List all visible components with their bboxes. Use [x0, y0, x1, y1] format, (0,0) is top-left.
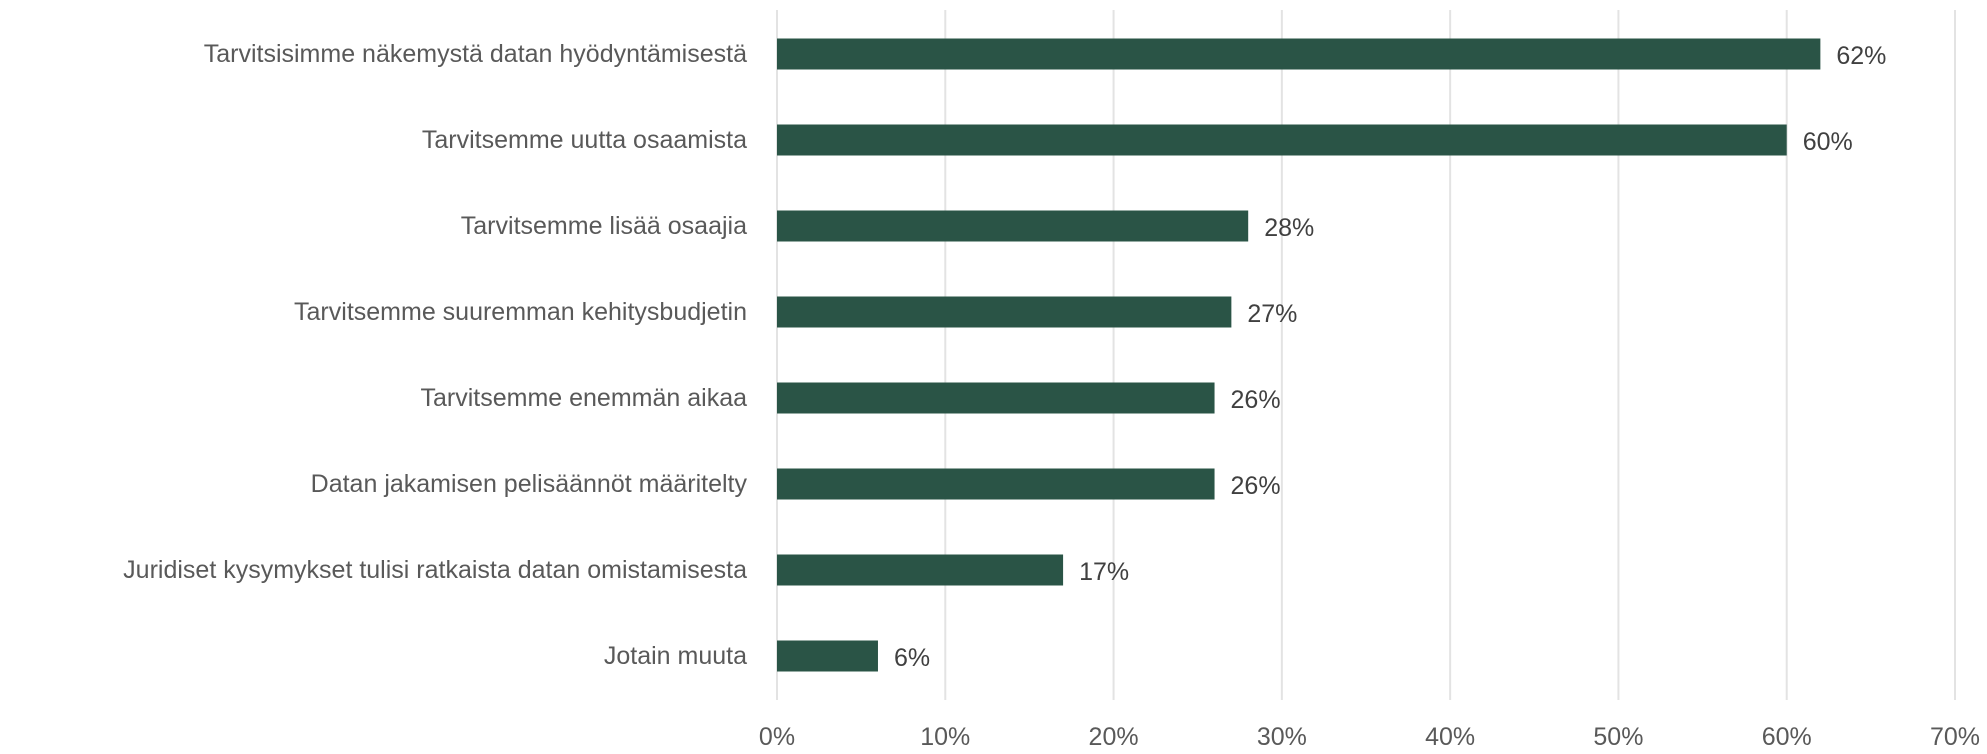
x-tick-label: 20% — [1089, 723, 1139, 751]
bar — [777, 555, 1063, 586]
category-label: Tarvitsemme enemmän aikaa — [420, 384, 747, 412]
category-label: Juridiset kysymykset tulisi ratkaista da… — [123, 556, 747, 584]
bar — [777, 383, 1215, 414]
data-label: 60% — [1803, 128, 1853, 156]
x-tick-label: 30% — [1257, 723, 1307, 751]
bar — [777, 211, 1248, 242]
data-label: 17% — [1079, 558, 1129, 586]
x-tick-label: 70% — [1930, 723, 1980, 751]
data-label: 6% — [894, 644, 930, 672]
gridlines — [777, 10, 1955, 700]
category-labels: Tarvitsisimme näkemystä datan hyödyntämi… — [123, 40, 747, 670]
category-label: Jotain muuta — [604, 642, 747, 670]
x-tick-label: 0% — [759, 723, 795, 751]
x-tick-label: 60% — [1762, 723, 1812, 751]
bar — [777, 469, 1215, 500]
bar — [777, 641, 878, 672]
bar — [777, 39, 1820, 70]
data-label: 27% — [1247, 300, 1297, 328]
x-axis-tick-labels: 0% 10% 20% 30% 40% 50% 60% 70% — [759, 723, 1980, 751]
x-tick-label: 50% — [1593, 723, 1643, 751]
x-tick-label: 40% — [1425, 723, 1475, 751]
bars — [777, 39, 1820, 672]
bar — [777, 125, 1787, 156]
category-label: Tarvitsemme suuremman kehitysbudjetin — [294, 298, 747, 326]
category-label: Tarvitsemme lisää osaajia — [461, 212, 747, 240]
category-label: Tarvitsisimme näkemystä datan hyödyntämi… — [204, 40, 747, 68]
data-label: 26% — [1231, 472, 1281, 500]
data-label: 26% — [1231, 386, 1281, 414]
data-label: 62% — [1836, 42, 1886, 70]
x-tick-label: 10% — [920, 723, 970, 751]
bar — [777, 297, 1231, 328]
category-label: Datan jakamisen pelisäännöt määritelty — [311, 470, 748, 498]
data-label: 28% — [1264, 214, 1314, 242]
category-label: Tarvitsemme uutta osaamista — [422, 126, 747, 154]
